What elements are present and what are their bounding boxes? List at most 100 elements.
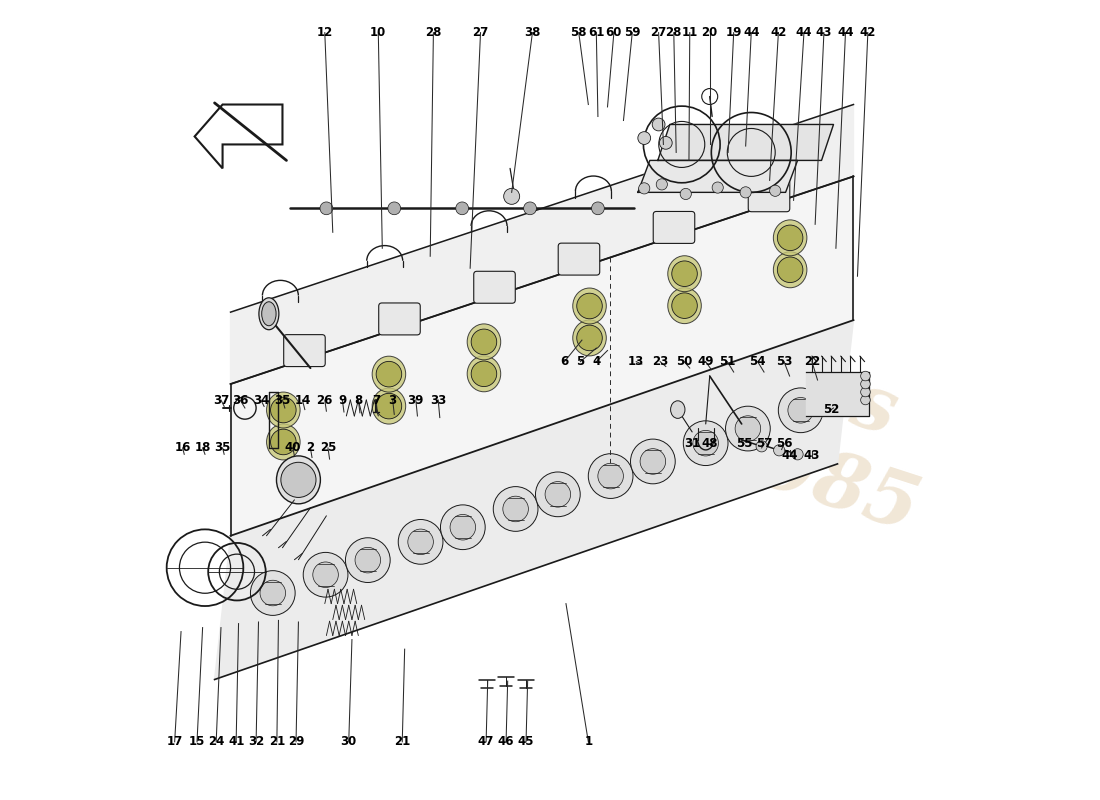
FancyBboxPatch shape [284, 334, 326, 366]
Circle shape [440, 505, 485, 550]
Circle shape [860, 387, 870, 397]
Ellipse shape [573, 288, 606, 324]
Text: 30: 30 [341, 735, 356, 748]
Text: 52: 52 [823, 403, 839, 416]
Circle shape [524, 202, 537, 214]
Circle shape [652, 118, 666, 131]
Text: 51: 51 [719, 355, 736, 368]
Text: 38: 38 [525, 26, 540, 39]
Circle shape [576, 325, 603, 350]
Text: 57: 57 [756, 438, 772, 450]
FancyBboxPatch shape [748, 180, 790, 212]
Text: 29: 29 [288, 735, 305, 748]
Circle shape [450, 514, 475, 540]
Circle shape [493, 486, 538, 531]
Text: 12: 12 [317, 26, 333, 39]
Text: 15: 15 [189, 735, 206, 748]
Circle shape [503, 496, 528, 522]
Text: 17: 17 [166, 735, 183, 748]
Text: 8: 8 [354, 394, 363, 406]
Text: 5: 5 [576, 355, 584, 368]
Text: 28: 28 [426, 26, 441, 39]
Circle shape [740, 186, 751, 198]
Circle shape [672, 261, 697, 286]
Circle shape [778, 225, 803, 250]
Circle shape [355, 547, 381, 573]
Circle shape [860, 379, 870, 389]
Text: 22: 22 [804, 355, 821, 368]
FancyBboxPatch shape [653, 211, 695, 243]
Ellipse shape [372, 356, 406, 392]
Text: 19: 19 [726, 26, 741, 39]
Text: 13: 13 [628, 355, 645, 368]
Circle shape [271, 398, 296, 422]
Circle shape [504, 188, 519, 204]
Text: 55: 55 [736, 438, 752, 450]
Polygon shape [805, 372, 869, 416]
Ellipse shape [573, 320, 606, 356]
Circle shape [672, 293, 697, 318]
Text: 48: 48 [702, 438, 718, 450]
Circle shape [376, 394, 402, 419]
Text: 49: 49 [697, 355, 714, 368]
Circle shape [536, 472, 580, 517]
Text: 6: 6 [560, 355, 569, 368]
Circle shape [280, 462, 316, 498]
Polygon shape [231, 176, 854, 536]
Ellipse shape [668, 288, 702, 324]
Circle shape [408, 529, 433, 554]
Ellipse shape [266, 392, 300, 428]
Text: 28: 28 [666, 26, 682, 39]
Text: 21: 21 [268, 735, 285, 748]
Text: 40: 40 [285, 442, 301, 454]
FancyBboxPatch shape [378, 303, 420, 335]
Text: 44: 44 [742, 26, 759, 39]
Text: 45: 45 [518, 735, 535, 748]
Circle shape [304, 552, 348, 597]
Text: Iaspares
since 1985: Iaspares since 1985 [465, 253, 954, 547]
Circle shape [792, 449, 803, 460]
Circle shape [860, 371, 870, 381]
Text: 26: 26 [317, 394, 333, 406]
Text: 33: 33 [430, 394, 447, 406]
Text: 31: 31 [684, 438, 701, 450]
Polygon shape [231, 105, 854, 384]
Text: 25: 25 [320, 442, 337, 454]
Ellipse shape [468, 356, 500, 392]
Circle shape [251, 570, 295, 615]
Text: 54: 54 [749, 355, 766, 368]
Text: 16: 16 [175, 442, 190, 454]
Text: 43: 43 [804, 450, 821, 462]
Circle shape [260, 580, 286, 606]
Ellipse shape [468, 324, 500, 360]
Circle shape [388, 202, 400, 214]
Text: 56: 56 [776, 438, 792, 450]
Circle shape [592, 202, 604, 214]
Circle shape [576, 294, 603, 318]
Circle shape [271, 429, 296, 454]
Text: 27: 27 [472, 26, 488, 39]
Text: 37: 37 [212, 394, 229, 406]
Circle shape [345, 538, 390, 582]
Circle shape [398, 519, 443, 564]
Circle shape [735, 416, 761, 442]
Circle shape [773, 445, 784, 456]
Circle shape [320, 202, 333, 214]
Text: 60: 60 [606, 26, 623, 39]
Circle shape [471, 361, 497, 386]
Ellipse shape [773, 220, 807, 256]
Text: 50: 50 [676, 355, 692, 368]
Circle shape [638, 132, 650, 145]
Circle shape [788, 398, 814, 423]
Polygon shape [638, 161, 798, 192]
Ellipse shape [258, 298, 279, 330]
Text: 35: 35 [214, 442, 231, 454]
Text: 7: 7 [372, 394, 379, 406]
Text: 42: 42 [770, 26, 786, 39]
Text: 44: 44 [795, 26, 812, 39]
Text: 35: 35 [274, 394, 290, 406]
Text: 4: 4 [592, 355, 601, 368]
Circle shape [860, 395, 870, 405]
Text: 27: 27 [650, 26, 667, 39]
Text: 21: 21 [394, 735, 410, 748]
